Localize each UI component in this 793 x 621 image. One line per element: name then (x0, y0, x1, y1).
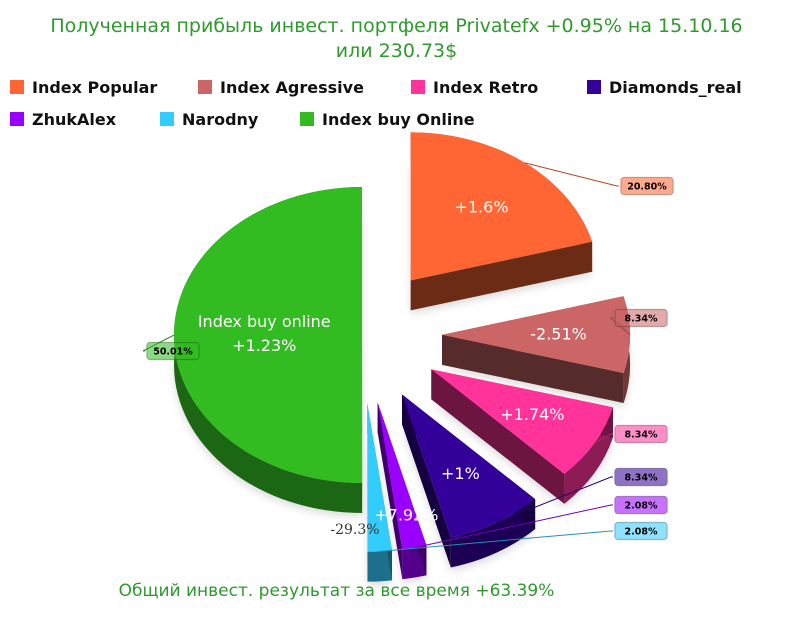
slice-annotation-index-agressive: -2.51% (530, 325, 587, 344)
slice-leader-zhukalex (414, 504, 613, 549)
slice-label-zhukalex: 2.08% (625, 501, 658, 512)
slice-leader-narodny (379, 530, 613, 552)
slice-label-index-buy-online: 50.01% (153, 347, 193, 358)
slice-label-narodny: 2.08% (625, 527, 658, 538)
legend-swatch (300, 112, 314, 126)
legend-label: Index Agressive (220, 77, 364, 97)
legend-item-index-buy-online: Index buy Online (300, 109, 475, 129)
legend-label: Index buy Online (322, 109, 475, 129)
legend-item-index-popular: Index Popular (10, 77, 157, 97)
legend-item-zhukalex: ZhukAlex (10, 109, 116, 129)
slice-label-box-index-buy-online (146, 341, 200, 361)
slice-face-zhukalex (377, 402, 403, 580)
legend-swatch (411, 80, 425, 94)
slice-label-box-index-agressive (614, 308, 668, 328)
slice-diamonds-real (402, 394, 536, 538)
legend-swatch (160, 112, 174, 126)
legend-label: ZhukAlex (32, 109, 117, 129)
legend-label: Diamonds_real (609, 77, 742, 97)
chart-title-line-2: или 230.73$ (335, 40, 458, 62)
slice-face-diamonds-real (402, 394, 451, 568)
slice-label-box-zhukalex (614, 495, 668, 515)
legend-item-index-agressive: Index Agressive (198, 77, 364, 97)
legend-item-narodny: Narodny (160, 109, 258, 129)
slice-face-index-agressive (441, 334, 624, 403)
slice-annotation-narodny: -29.3% (330, 522, 379, 538)
slice-annotation-zhukalex: +7.92% (374, 506, 438, 525)
slice-leader-index-retro (594, 433, 613, 444)
slice-annotation-index-popular: +1.6% (454, 198, 508, 217)
legend-swatch (587, 80, 601, 94)
slice-index-popular (410, 132, 593, 281)
slice-leader-index-agressive (609, 317, 631, 336)
slice-side-index-retro (564, 407, 613, 504)
legend-item-index-retro: Index Retro (411, 77, 538, 97)
footer-summary: Общий инвест. результат за все время +63… (118, 581, 555, 601)
slice-label-index-popular: 20.80% (627, 182, 667, 193)
slice-annotation-index-buy-online: Index buy online (198, 312, 331, 331)
slice-annotation-index-buy-online-value: +1.23% (232, 336, 296, 355)
legend-swatch (10, 112, 24, 126)
slice-leader-diamonds-real (495, 476, 613, 524)
legend-label: Narodny (182, 109, 259, 129)
legend-label: Index Retro (433, 77, 539, 97)
slice-label-box-index-retro (614, 424, 668, 444)
legend-label: Index Popular (32, 77, 158, 97)
slice-face-index-retro (431, 369, 565, 504)
slice-label-box-narodny (614, 521, 668, 541)
slice-leader-index-buy-online (142, 334, 175, 352)
legend-swatch (10, 80, 24, 94)
slice-label-diamonds-real: 8.34% (625, 473, 658, 484)
chart-title-line-1: Полученная прибыль инвест. портфеля Priv… (50, 15, 743, 37)
slice-narodny (367, 403, 392, 552)
slice-leader-index-popular (524, 162, 619, 187)
slice-index-buy-online (173, 186, 363, 484)
slice-zhukalex (377, 402, 427, 550)
slice-label-index-retro: 8.34% (625, 430, 658, 441)
slice-face-index-popular (410, 241, 593, 311)
legend-item-diamonds-real: Diamonds_real (587, 77, 742, 97)
slice-side-narodny (367, 550, 392, 582)
slice-annotation-diamonds-real: +1% (441, 464, 480, 483)
slice-label-index-agressive: 8.34% (625, 314, 658, 325)
slice-label-box-index-popular (620, 176, 674, 196)
slice-annotation-index-retro: +1.74% (500, 405, 564, 424)
slice-index-agressive (441, 296, 630, 373)
legend-swatch (198, 80, 212, 94)
slice-index-retro (431, 369, 613, 474)
slice-label-box-diamonds-real (614, 467, 668, 487)
slice-side-diamonds-real (450, 499, 536, 568)
